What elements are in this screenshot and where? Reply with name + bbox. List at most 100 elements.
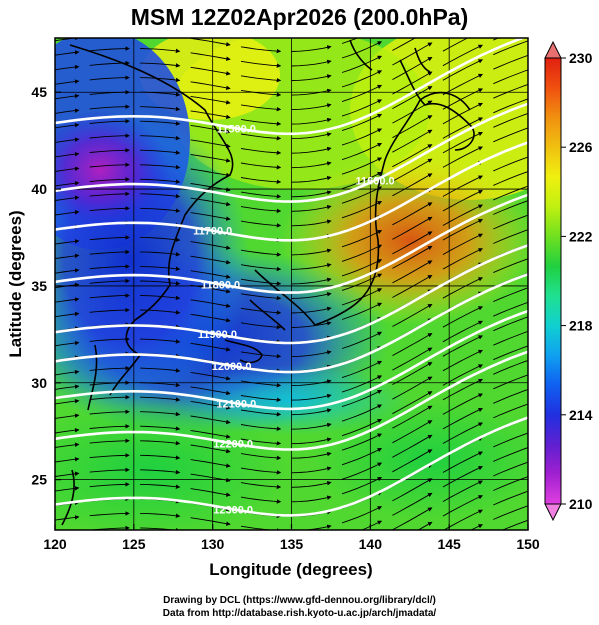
colorbar: 210 214 218 222 226 230 bbox=[544, 40, 593, 522]
streamline-arrow bbox=[493, 98, 528, 114]
streamline-arrow bbox=[392, 129, 433, 153]
streamline-arrow bbox=[90, 34, 129, 36]
streamline-arrow bbox=[190, 299, 231, 308]
streamline-arrow bbox=[55, 93, 80, 100]
streamline-arrow bbox=[291, 422, 332, 430]
streamline-arrow bbox=[341, 70, 383, 88]
y-tick-label: 30 bbox=[31, 375, 47, 391]
streamline-arrow bbox=[140, 20, 180, 23]
streamline-arrow bbox=[292, 18, 331, 23]
streamline-arrow bbox=[190, 110, 231, 120]
streamline-arrow bbox=[360, 520, 383, 530]
streamline-arrow bbox=[291, 408, 332, 416]
streamline-arrow bbox=[55, 457, 80, 463]
streamline-arrow bbox=[392, 115, 433, 139]
streamline-arrow bbox=[341, 142, 383, 161]
streamline-arrow bbox=[291, 161, 332, 169]
streamline-arrow bbox=[493, 447, 528, 462]
streamline-arrow bbox=[140, 367, 181, 373]
streamline-arrow bbox=[341, 433, 383, 451]
streamline-arrow bbox=[392, 158, 433, 182]
streamline-arrow bbox=[190, 386, 231, 396]
y-axis-title: Latitude (degrees) bbox=[6, 210, 25, 357]
streamline-arrow bbox=[442, 277, 483, 299]
streamline-arrow bbox=[493, 316, 528, 332]
streamline-arrow bbox=[240, 75, 282, 83]
streamline-arrow bbox=[342, 0, 381, 14]
streamline-arrow bbox=[493, 476, 528, 491]
streamline-arrow bbox=[291, 480, 332, 488]
streamline-arrow bbox=[291, 393, 332, 401]
streamline-arrow bbox=[55, 340, 80, 347]
streamline-arrow bbox=[442, 378, 483, 401]
streamline-arrow bbox=[392, 449, 433, 473]
streamline-arrow bbox=[240, 133, 282, 141]
streamline-arrow bbox=[190, 81, 231, 91]
streamline-arrow bbox=[55, 137, 80, 143]
streamline-arrow bbox=[442, 59, 483, 81]
streamline-arrow bbox=[291, 117, 332, 125]
streamline-arrow bbox=[493, 345, 528, 361]
streamline-arrow bbox=[276, 38, 282, 39]
streamline-arrow bbox=[291, 379, 332, 387]
streamline-arrow bbox=[55, 369, 80, 376]
streamline-arrow bbox=[392, 42, 433, 66]
streamline-arrow bbox=[240, 249, 282, 257]
streamline-arrow bbox=[90, 5, 129, 7]
streamline-arrow bbox=[442, 349, 483, 372]
colorbar-upper-triangle bbox=[544, 40, 562, 59]
streamline-arrow bbox=[89, 307, 130, 313]
streamline-arrow bbox=[240, 191, 282, 199]
streamline-arrow bbox=[443, 0, 482, 8]
streamline-arrow bbox=[493, 185, 528, 201]
streamline-arrow bbox=[55, 122, 80, 129]
streamline-arrow bbox=[442, 219, 483, 241]
streamline-arrow bbox=[190, 430, 231, 439]
streamline-arrow bbox=[341, 288, 383, 306]
streamline-arrow bbox=[55, 268, 80, 274]
colorbar-body bbox=[544, 57, 562, 505]
streamline-arrow bbox=[55, 181, 80, 187]
streamline-arrow bbox=[89, 424, 130, 429]
streamline-arrow bbox=[140, 91, 181, 97]
x-tick-label: 130 bbox=[201, 536, 225, 552]
contour-line bbox=[55, 193, 528, 294]
streamline-arrow bbox=[392, 507, 433, 530]
streamline-arrow bbox=[392, 202, 433, 226]
streamline-arrow bbox=[442, 190, 483, 212]
streamline-arrow bbox=[392, 492, 433, 516]
streamline-arrow bbox=[493, 112, 528, 128]
y-tick-label: 40 bbox=[31, 181, 47, 197]
colorbar-tick-label: 218 bbox=[569, 318, 593, 334]
streamline-arrow bbox=[341, 41, 383, 59]
streamline-arrow bbox=[442, 102, 483, 125]
streamline-arrow bbox=[240, 395, 282, 403]
streamline-arrow bbox=[470, 524, 483, 530]
streamline-arrow bbox=[90, 586, 129, 588]
streamline-arrow bbox=[140, 440, 181, 446]
streamline-arrow bbox=[442, 393, 483, 415]
streamline-arrow bbox=[291, 277, 332, 285]
streamline-arrow bbox=[240, 220, 282, 228]
streamline-arrow bbox=[341, 302, 383, 320]
streamline-arrow bbox=[140, 280, 181, 286]
streamline-arrow bbox=[89, 206, 130, 212]
streamline-arrow bbox=[190, 241, 231, 250]
streamline-arrow bbox=[240, 104, 282, 112]
streamline-arrow bbox=[55, 64, 80, 71]
streamline-arrow bbox=[140, 572, 180, 575]
streamline-arrow bbox=[140, 251, 181, 257]
streamline-arrow bbox=[190, 197, 231, 207]
streamline-arrow bbox=[392, 537, 431, 559]
streamline-arrow bbox=[140, 62, 181, 68]
streamline-arrow bbox=[89, 394, 130, 400]
streamline-arrow bbox=[55, 282, 80, 289]
streamline-arrow bbox=[493, 83, 528, 99]
streamline-arrow bbox=[240, 409, 282, 417]
streamline-arrow bbox=[190, 400, 231, 410]
streamline-arrow bbox=[89, 104, 130, 110]
streamline-arrow bbox=[240, 148, 282, 156]
streamline-arrow bbox=[443, 2, 482, 23]
streamline-arrow bbox=[493, 287, 528, 303]
